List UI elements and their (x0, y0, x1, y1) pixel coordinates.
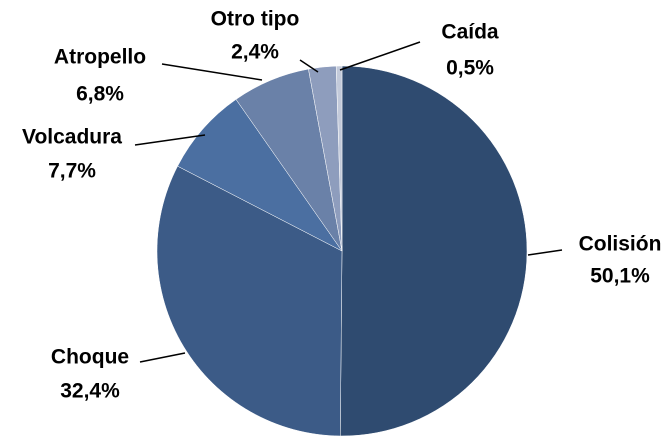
category-label: Choque (51, 346, 129, 369)
value-label: 32,4% (60, 380, 120, 403)
value-label: 6,8% (76, 83, 124, 106)
leader-line (339, 41, 421, 71)
leader-line (161, 63, 263, 81)
leader-line (134, 134, 206, 146)
leader-line (527, 249, 563, 256)
pie-slice (335, 65, 343, 252)
value-label: 0,5% (446, 57, 494, 80)
category-label: Atropello (54, 46, 146, 69)
category-label: Otro tipo (211, 8, 300, 31)
category-label: Caída (441, 21, 499, 44)
leader-line (299, 59, 319, 73)
pie-slice (156, 165, 343, 437)
value-label: 50,1% (590, 265, 650, 288)
pie-slice (340, 65, 528, 437)
category-label: Volcadura (22, 126, 122, 149)
leader-line (139, 352, 186, 363)
value-label: 7,7% (48, 160, 96, 183)
category-label: Colisión (579, 233, 662, 256)
value-label: 2,4% (231, 41, 279, 64)
